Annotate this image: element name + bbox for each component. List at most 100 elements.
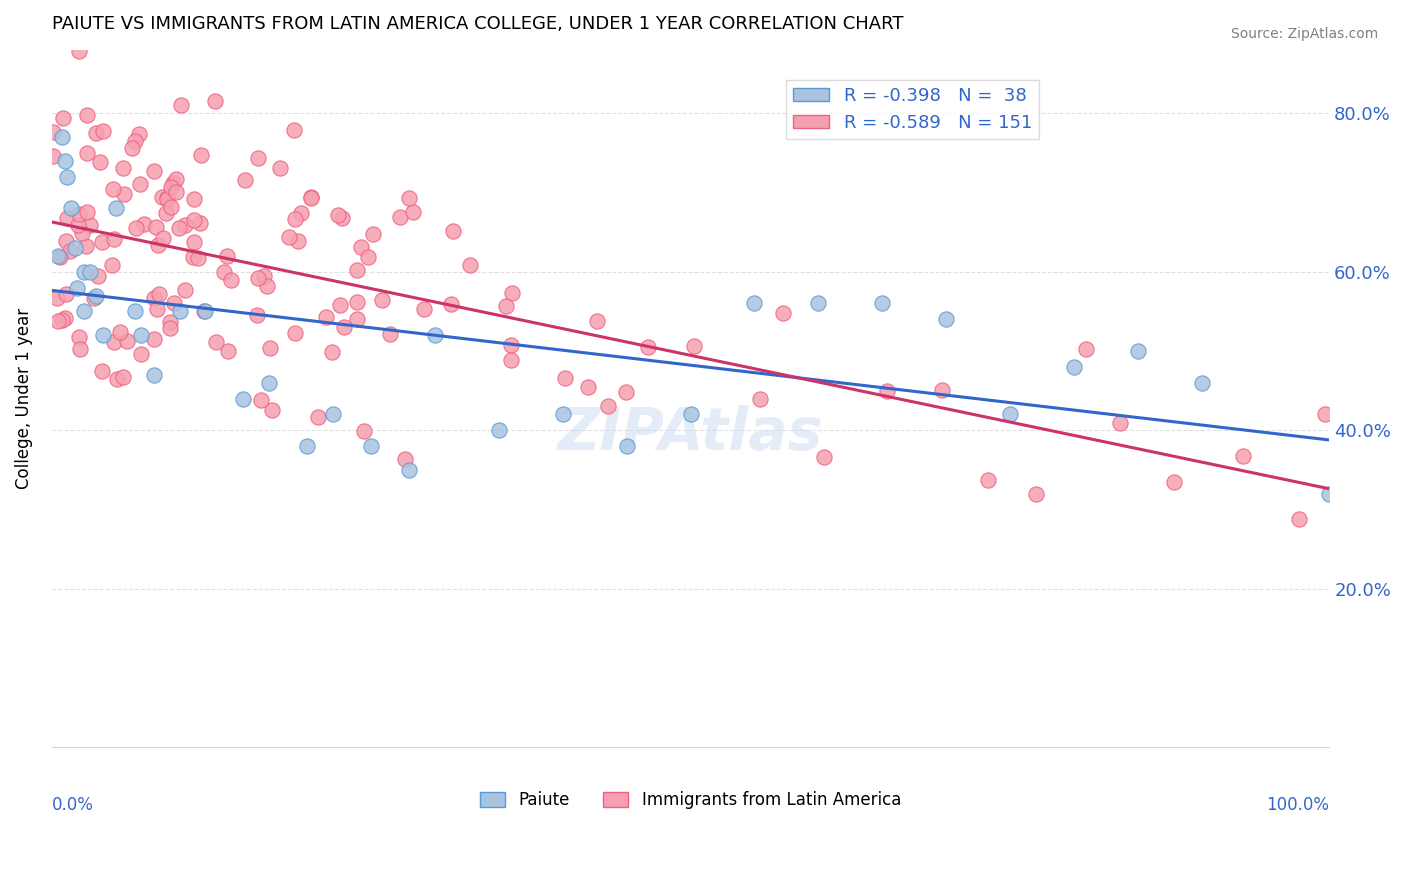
Point bbox=[75, 238, 97, 252]
Point bbox=[143, 332, 166, 346]
Point bbox=[361, 227, 384, 241]
Point bbox=[66, 280, 89, 294]
Point bbox=[83, 291, 105, 305]
Point bbox=[217, 249, 239, 263]
Point bbox=[129, 328, 152, 343]
Point bbox=[48, 250, 70, 264]
Point bbox=[186, 251, 208, 265]
Point bbox=[1191, 376, 1213, 390]
Point bbox=[744, 296, 766, 310]
Point bbox=[46, 314, 69, 328]
Point bbox=[150, 190, 173, 204]
Point bbox=[247, 152, 270, 166]
Point bbox=[167, 221, 190, 235]
Point bbox=[1063, 359, 1085, 374]
Point bbox=[807, 296, 830, 310]
Point bbox=[145, 219, 167, 234]
Point bbox=[212, 264, 235, 278]
Point bbox=[402, 205, 425, 219]
Point bbox=[257, 376, 280, 390]
Point bbox=[86, 288, 108, 302]
Point bbox=[441, 223, 464, 237]
Point bbox=[1232, 449, 1254, 463]
Point bbox=[259, 341, 281, 355]
Text: Source: ZipAtlas.com: Source: ZipAtlas.com bbox=[1230, 27, 1378, 41]
Point bbox=[1025, 486, 1047, 500]
Point bbox=[217, 343, 239, 358]
Point bbox=[56, 211, 79, 226]
Point bbox=[870, 296, 893, 310]
Point bbox=[53, 153, 76, 168]
Point bbox=[52, 112, 75, 126]
Point bbox=[101, 182, 124, 196]
Point bbox=[90, 235, 112, 250]
Point bbox=[111, 370, 134, 384]
Point bbox=[159, 321, 181, 335]
Point bbox=[55, 287, 77, 301]
Point bbox=[56, 169, 79, 184]
Point bbox=[772, 306, 794, 320]
Text: 0.0%: 0.0% bbox=[52, 797, 94, 814]
Point bbox=[100, 258, 122, 272]
Point bbox=[174, 283, 197, 297]
Point bbox=[269, 161, 291, 176]
Point bbox=[76, 145, 98, 160]
Point bbox=[170, 97, 193, 112]
Point bbox=[129, 177, 152, 191]
Point bbox=[284, 211, 307, 226]
Point bbox=[67, 330, 90, 344]
Point bbox=[155, 206, 177, 220]
Point bbox=[165, 172, 187, 186]
Point bbox=[45, 292, 67, 306]
Point bbox=[246, 270, 269, 285]
Point bbox=[748, 392, 770, 406]
Point bbox=[284, 326, 307, 340]
Point bbox=[394, 451, 416, 466]
Point bbox=[1109, 416, 1132, 430]
Point bbox=[63, 241, 86, 255]
Point bbox=[66, 219, 89, 233]
Y-axis label: College, Under 1 year: College, Under 1 year bbox=[15, 308, 32, 489]
Point bbox=[378, 326, 401, 341]
Point bbox=[55, 234, 77, 248]
Point bbox=[89, 155, 111, 169]
Point bbox=[256, 278, 278, 293]
Point bbox=[42, 124, 65, 138]
Point bbox=[353, 424, 375, 438]
Point bbox=[163, 295, 186, 310]
Point bbox=[142, 292, 165, 306]
Point bbox=[346, 312, 368, 326]
Point bbox=[931, 383, 953, 397]
Point bbox=[59, 202, 82, 216]
Point bbox=[307, 409, 329, 424]
Point bbox=[389, 210, 412, 224]
Point bbox=[129, 347, 152, 361]
Point bbox=[299, 190, 322, 204]
Point bbox=[42, 149, 65, 163]
Point bbox=[165, 185, 187, 199]
Point bbox=[1163, 475, 1185, 489]
Point bbox=[277, 229, 299, 244]
Point bbox=[219, 273, 242, 287]
Legend: Paiute, Immigrants from Latin America: Paiute, Immigrants from Latin America bbox=[474, 784, 907, 815]
Point bbox=[79, 265, 101, 279]
Point bbox=[148, 286, 170, 301]
Point bbox=[679, 408, 702, 422]
Point bbox=[124, 134, 146, 148]
Point bbox=[183, 192, 205, 206]
Point bbox=[142, 368, 165, 382]
Point bbox=[84, 126, 107, 140]
Point bbox=[998, 408, 1021, 422]
Point bbox=[250, 393, 273, 408]
Point bbox=[69, 342, 91, 356]
Point bbox=[173, 218, 195, 232]
Point bbox=[322, 408, 344, 422]
Point bbox=[683, 339, 706, 353]
Point bbox=[321, 344, 343, 359]
Point bbox=[73, 265, 96, 279]
Point bbox=[596, 399, 619, 413]
Point bbox=[51, 312, 73, 326]
Point bbox=[67, 45, 90, 59]
Point bbox=[46, 249, 69, 263]
Point bbox=[146, 301, 169, 316]
